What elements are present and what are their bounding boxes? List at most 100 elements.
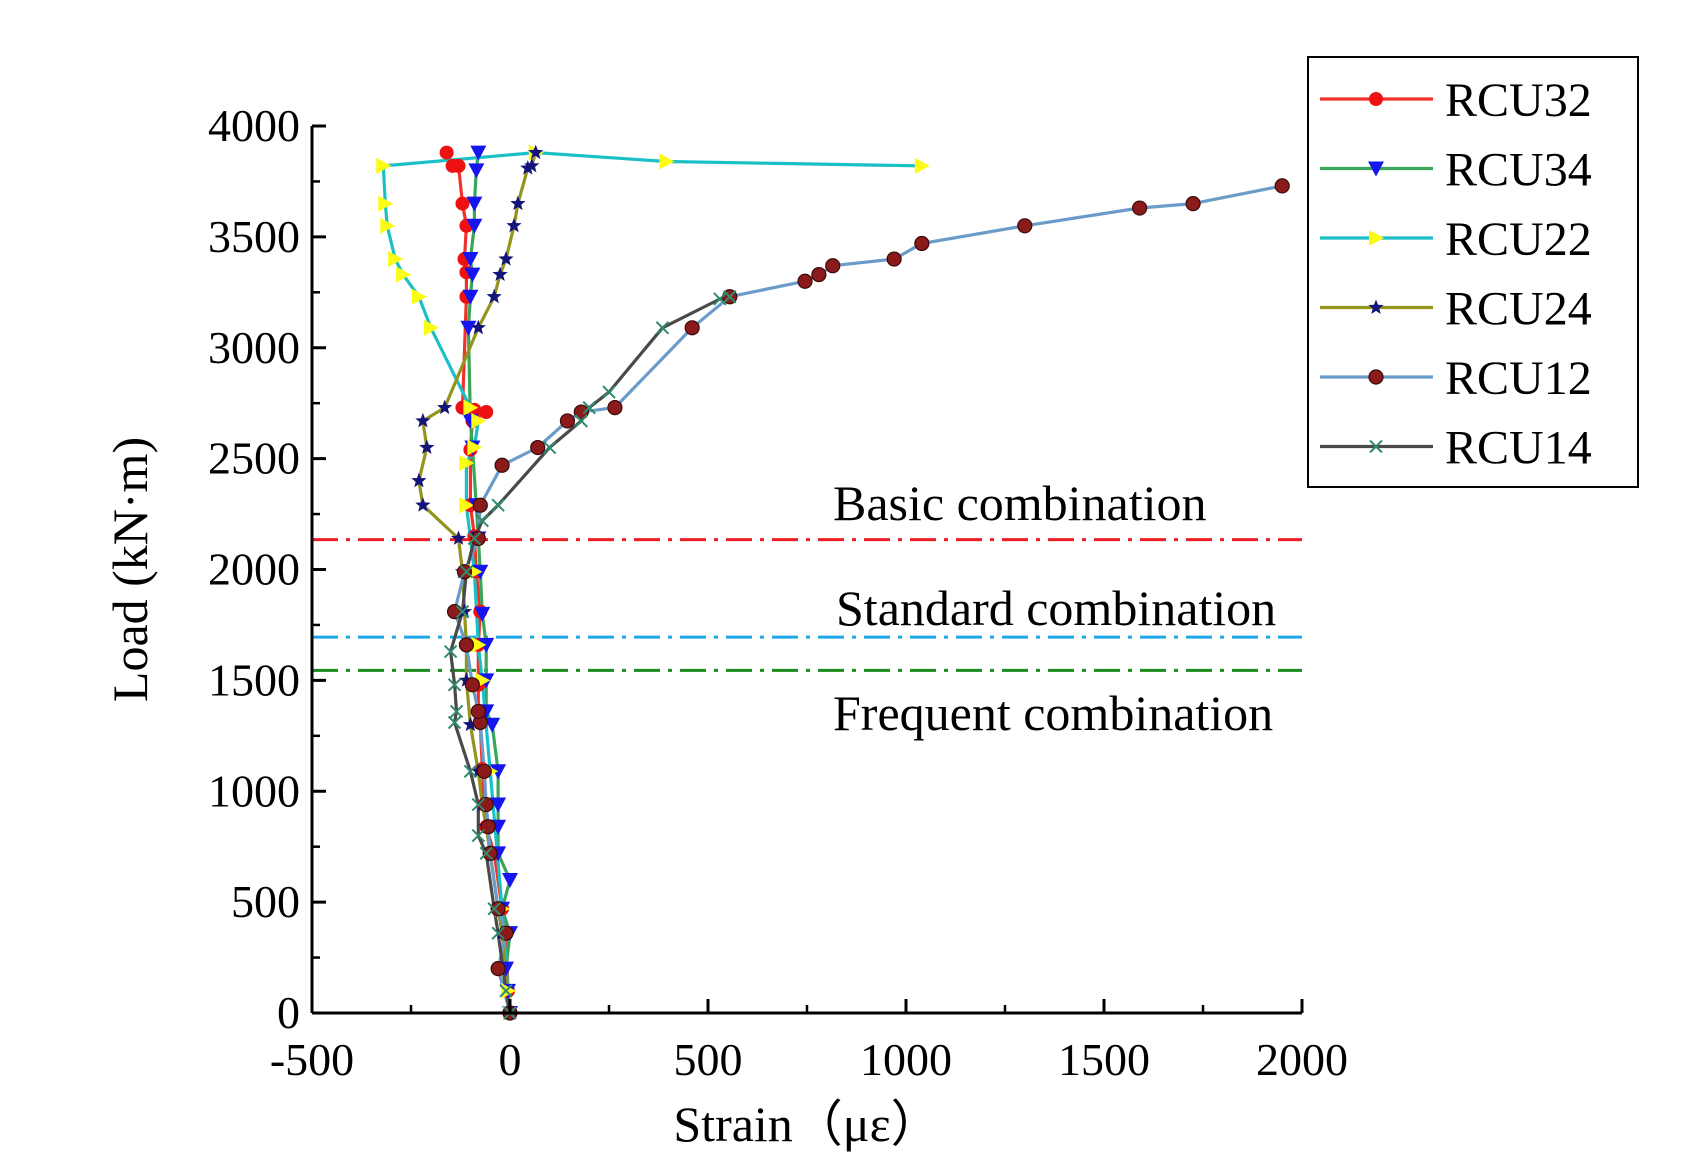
point-rcu34-6 [502,872,518,888]
point-rcu12-20 [573,404,589,420]
legend-marker-rcu22 [1369,230,1384,246]
point-rcu12-29 [1017,218,1033,234]
point-rcu22-9 [459,455,475,472]
point-rcu24-16 [419,439,435,454]
point-rcu34-22 [462,289,479,305]
y-tick-label-3500: 3500 [208,211,300,262]
point-rcu34-10 [490,764,507,780]
point-rcu12-30 [1132,200,1148,216]
point-rcu14-11 [447,678,462,692]
point-rcu22-19 [376,157,392,174]
y-tick-label-2500: 2500 [208,433,300,484]
legend-marker-rcu34 [1368,161,1384,177]
point-rcu14-23 [713,292,727,306]
annotation-basic-combination: Basic combination [833,475,1207,531]
point-rcu14-24 [723,290,737,304]
point-rcu24-20 [486,288,502,304]
reference-lines [312,538,1302,672]
point-rcu24-8 [462,716,478,732]
y-tick-label-4000: 4000 [208,100,300,151]
legend-label-rcu24: RCU24 [1445,283,1592,336]
point-rcu14-21 [602,385,616,399]
point-rcu34-24 [462,252,479,268]
point-rcu22-17 [380,217,396,234]
point-rcu14-4 [487,902,501,916]
point-rcu22-14 [411,288,427,305]
point-rcu24-24 [510,195,526,211]
point-rcu12-28 [914,235,930,252]
point-rcu12-25 [811,266,827,283]
point-rcu14-3 [491,926,505,940]
point-rcu34-25 [466,218,483,234]
point-rcu14-6 [471,828,486,843]
combination-annotations: Basic combination Standard combination Fre… [833,475,1276,741]
point-rcu22-2 [501,982,517,999]
point-rcu14-20 [582,400,596,415]
point-rcu34-21 [460,320,477,336]
y-tick-label-1500: 1500 [208,654,300,705]
point-rcu12-14 [456,564,473,580]
point-rcu14-19 [574,414,588,428]
point-rcu14-15 [467,531,482,546]
point-rcu24-17 [415,412,431,428]
point-rcu12-22 [684,320,700,336]
point-rcu14-13 [455,604,470,619]
point-rcu12-16 [472,497,488,513]
legend-label-rcu12: RCU12 [1445,352,1592,405]
point-rcu34-9 [490,797,507,813]
series-line-rcu34 [466,152,512,1014]
point-rcu24-18 [437,399,453,415]
point-rcu14-7 [471,797,486,812]
annotation-standard-combination: Standard combination [836,580,1276,636]
x-tick-label-500: 500 [674,1034,743,1085]
point-rcu14-12 [443,644,458,659]
point-rcu12-26 [825,258,841,274]
point-rcu24-13 [450,530,467,545]
y-tick-label-500: 500 [231,876,300,927]
legend-marker-rcu14 [1369,439,1383,454]
point-rcu22-10 [467,439,483,456]
point-rcu12-5 [482,845,498,861]
point-rcu32-26 [455,196,470,211]
point-rcu24-9 [458,672,474,687]
point-rcu12-3 [498,925,514,941]
point-rcu32-29 [439,145,454,160]
legend-label-rcu14: RCU14 [1445,422,1592,475]
y-tick-label-3000: 3000 [208,322,300,373]
point-rcu12-7 [478,796,494,813]
point-rcu12-24 [797,273,813,289]
point-rcu14-22 [655,321,670,335]
point-rcu34-14 [478,637,495,653]
point-rcu24-22 [498,251,514,266]
x-tick-label-1000: 1000 [860,1034,952,1085]
point-rcu34-27 [468,163,485,179]
point-rcu12-10 [470,703,486,720]
point-rcu22-11 [471,412,487,429]
x-axis-label: Strain（με） [673,1096,940,1152]
point-rcu14-5 [479,846,493,861]
point-rcu34-28 [470,145,487,161]
point-rcu14-10 [449,704,464,719]
point-rcu22-15 [396,266,412,283]
point-rcu12-27 [886,251,902,267]
point-rcu24-23 [506,217,522,233]
point-rcu12-21 [607,400,623,416]
point-rcu14-9 [447,715,462,730]
point-rcu24-19 [470,319,486,335]
legend-marker-rcu12 [1368,369,1384,385]
point-rcu22-12 [463,399,479,416]
point-rcu12-15 [470,530,486,547]
point-rcu12-19 [559,413,576,429]
point-rcu24-26 [524,157,540,173]
point-rcu22-6 [471,636,487,653]
y-tick-label-0: 0 [277,987,300,1038]
point-rcu22-21 [659,153,675,170]
legend-label-rcu34: RCU34 [1445,144,1592,197]
point-rcu22-22 [914,157,930,174]
legend-box [1307,56,1639,488]
point-rcu32-19 [479,405,494,420]
point-rcu12-11 [464,677,480,693]
legend-label-rcu32: RCU32 [1445,74,1592,127]
